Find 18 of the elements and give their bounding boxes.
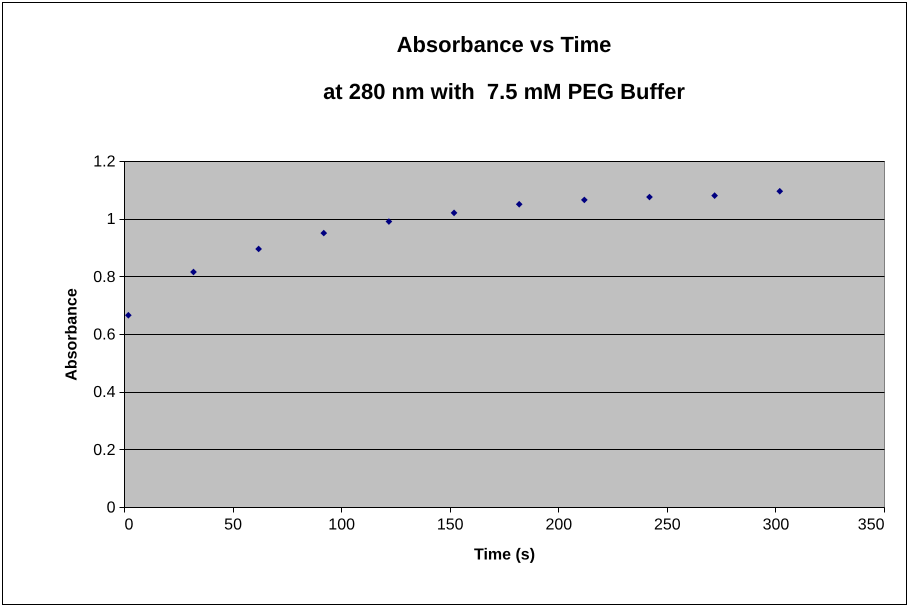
x-tick-label: 100 [328, 516, 356, 534]
y-axis-title: Absorbance [63, 288, 80, 381]
x-tick-label: 250 [654, 516, 681, 534]
x-tick-label: 150 [436, 516, 464, 534]
chart-title: Absorbance vs Time at 280 nm with 7.5 mM PEG Buffer [323, 32, 686, 104]
y-tick-label: 0.8 [93, 268, 116, 286]
x-tick-label: 0 [124, 516, 134, 534]
y-tick-label: 0.4 [93, 384, 116, 402]
y-tick-label: 1 [106, 211, 116, 228]
x-tick-label: 200 [545, 516, 572, 534]
x-tick-label: 350 [858, 516, 885, 534]
y-tick-label: 0 [106, 500, 116, 516]
y-tick-label: 0.6 [93, 326, 116, 344]
y-tick-label: 0.2 [93, 442, 116, 459]
x-tick-label: 300 [762, 516, 790, 534]
x-axis-title: Time (s) [474, 546, 536, 564]
y-tick-label: 1.2 [93, 154, 116, 170]
x-tick-label: 50 [224, 516, 242, 534]
